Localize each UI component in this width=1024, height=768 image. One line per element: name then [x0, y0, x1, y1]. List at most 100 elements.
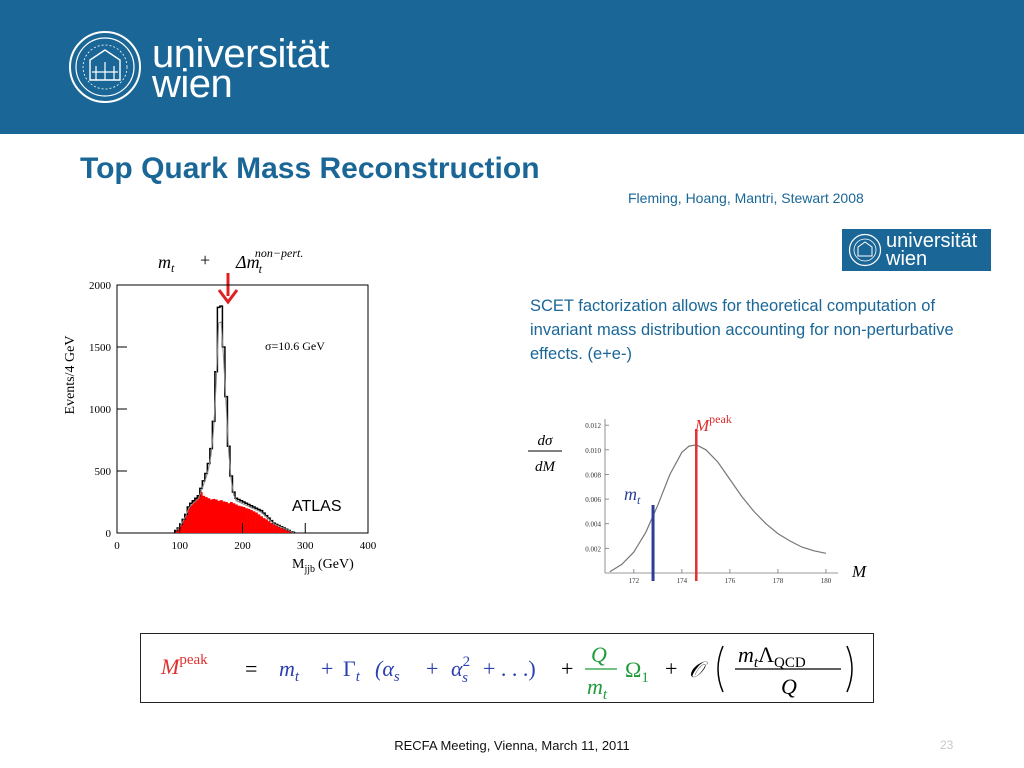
background-bar: [199, 492, 203, 533]
peak-arrow-icon: [217, 273, 239, 305]
background-bar: [239, 506, 243, 533]
x-tick-label: 174: [677, 577, 688, 585]
x-axis-label-M: M: [851, 562, 867, 581]
svg-text:Q: Q: [591, 642, 607, 667]
y-tick-label: 500: [95, 466, 112, 478]
left-axis-ticks: 0 500 1000 1500 2000 0 100 200 300 400: [89, 280, 377, 552]
background-bar: [192, 500, 196, 533]
x-tick-label: 200: [234, 540, 251, 552]
y-tick-label: 0.008: [585, 471, 601, 479]
background-bar: [202, 495, 206, 533]
background-bar: [245, 508, 248, 533]
background-bar: [275, 525, 278, 533]
background-bar: [204, 497, 208, 533]
atlas-histogram-chart: mt + Δmtnon−pert. 0 500 1000 1500 2000 0 100 20…: [63, 246, 377, 575]
svg-text:dσ: dσ: [538, 433, 554, 449]
background-bar: [217, 500, 221, 533]
formula-equals: =: [245, 656, 257, 681]
logo-text-line2: wien: [152, 62, 233, 106]
background-bar: [207, 498, 211, 533]
y-tick-label: 0.002: [585, 545, 601, 553]
background-bar: [280, 528, 283, 533]
formula-plus-1: +: [321, 656, 333, 681]
background-bar: [229, 502, 233, 533]
y-tick-label: 0.012: [585, 422, 601, 430]
background-bar: [267, 521, 271, 533]
background-bar: [282, 528, 286, 533]
svg-text:mtΛQCD: mtΛQCD: [738, 642, 806, 671]
sigma-label: σ=10.6 GeV: [265, 339, 325, 353]
background-bar: [194, 498, 198, 533]
x-tick-label: 178: [773, 577, 784, 585]
scet-distribution-chart: dσ dM 0.002 0.004 0.006 0.008 0.010 0.012 172 1…: [528, 412, 867, 585]
x-tick-label: 180: [821, 577, 832, 585]
background-bar: [212, 498, 216, 533]
left-paren: [717, 645, 724, 693]
formula-plus-3: +: [561, 656, 573, 681]
formula-alpha-squared: α2 s: [451, 654, 470, 686]
y-tick-label: 0.004: [585, 521, 601, 529]
formula-mt: mt: [279, 656, 300, 685]
background-bar: [232, 503, 236, 533]
background-bar: [219, 500, 223, 533]
background-bar: [277, 526, 281, 533]
y-tick-label: 1000: [89, 404, 112, 416]
right-paren: [846, 645, 853, 693]
peak-mass-formula: Mpeak = mt + Γt (αs + α2 s + . . .) + Q m…: [160, 642, 853, 703]
background-bar: [182, 519, 186, 533]
x-tick-label: 0: [114, 540, 120, 552]
background-bar: [272, 524, 276, 533]
formula-plus-4: +: [665, 656, 677, 681]
background-bar: [177, 528, 181, 533]
signal-histogram-line: [173, 305, 296, 534]
background-bar: [265, 519, 268, 533]
small-logo-line2: wien: [886, 248, 928, 270]
y-tick-label: 0.010: [585, 447, 601, 455]
background-bar: [247, 508, 251, 533]
background-bar: [242, 506, 246, 533]
x-tick-label: 400: [360, 540, 377, 552]
background-bar: [184, 514, 188, 533]
y-tick-label: 1500: [89, 342, 112, 354]
background-bar: [285, 529, 288, 533]
small-logo-line1: universität: [886, 230, 978, 252]
background-bar: [224, 502, 228, 533]
annotation-mt: mt: [158, 252, 175, 275]
background-bar: [252, 511, 256, 533]
formula-big-o: 𝒪: [689, 657, 708, 682]
university-seal-icon: [69, 31, 141, 103]
annotation-delta: Δmtnon−pert.: [235, 246, 303, 276]
background-bar: [214, 499, 218, 533]
background-bar: [257, 514, 261, 533]
formula-gamma: Γt: [343, 656, 361, 685]
background-bar: [197, 495, 201, 533]
slide-title: Top Quark Mass Reconstruction: [80, 152, 540, 185]
y-axis-label: Events/4 GeV: [63, 336, 78, 415]
background-bar: [270, 523, 273, 533]
background-bar: [287, 530, 291, 533]
page-number: 23: [940, 738, 954, 752]
x-tick-label: 172: [629, 577, 640, 585]
x-tick-label: 176: [725, 577, 736, 585]
background-bar: [174, 530, 178, 533]
background-bar: [227, 503, 231, 533]
distribution-curve: [609, 444, 827, 573]
y-tick-label: 0.006: [585, 496, 601, 504]
background-bar: [234, 504, 238, 533]
footer-text: RECFA Meeting, Vienna, March 11, 2011: [394, 738, 630, 753]
formula-alpha: (αs: [375, 656, 400, 685]
y-tick-label: 2000: [89, 280, 112, 292]
y-tick-label: 0: [106, 528, 112, 540]
y-axis-fraction-label: dσ dM: [528, 433, 562, 475]
mt-label: mt: [624, 484, 641, 507]
background-bar: [209, 499, 213, 533]
formula-lhs: Mpeak: [160, 652, 208, 679]
right-axes: [604, 419, 838, 574]
background-bar: [237, 505, 241, 533]
header-bar: [0, 0, 1024, 134]
annotation-plus: +: [200, 250, 210, 270]
background-bar: [260, 516, 263, 533]
x-tick-label: 100: [172, 540, 189, 552]
background-bar: [250, 510, 253, 533]
peak-label: Mpeak: [694, 412, 732, 435]
